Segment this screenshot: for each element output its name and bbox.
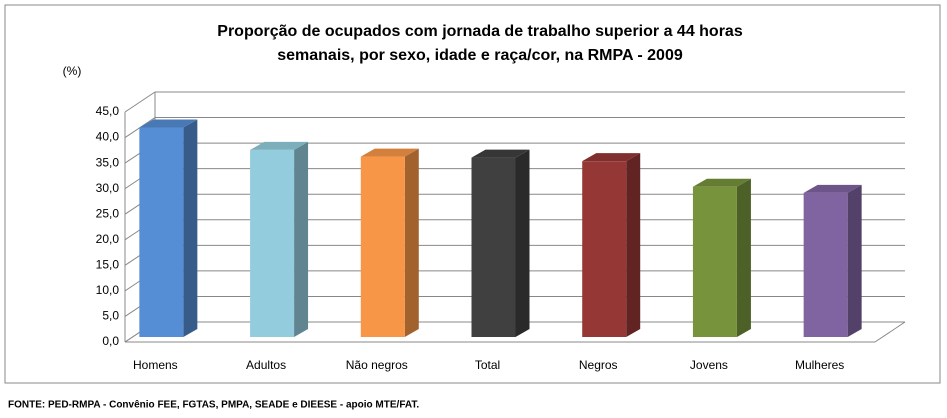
- source-note: FONTE: PED-RMPA - Convênio FEE, FGTAS, P…: [8, 400, 419, 411]
- bar-side: [294, 141, 309, 337]
- y-tick-label: 25,0: [96, 206, 120, 220]
- x-tick-label: Não negros: [346, 358, 408, 372]
- grid-line: [124, 91, 156, 113]
- y-tick-label: 20,0: [96, 232, 120, 246]
- bar: [582, 161, 627, 337]
- bar-top: [250, 141, 309, 150]
- bar-side: [626, 153, 641, 337]
- y-tick-label: 45,0: [96, 104, 120, 118]
- chart-title: Proporção de ocupados com jornada de tra…: [217, 23, 743, 40]
- bar-side: [736, 178, 751, 337]
- y-tick-label: 0,0: [102, 334, 119, 348]
- bar-side: [847, 184, 862, 337]
- bar: [250, 149, 295, 337]
- y-tick-label: 40,0: [96, 130, 120, 144]
- bar-side: [404, 148, 419, 337]
- bar-side: [183, 119, 198, 337]
- x-tick-label: Total: [475, 358, 500, 372]
- bar: [471, 157, 516, 337]
- bar-top: [139, 119, 198, 128]
- bar-top: [692, 178, 751, 187]
- axis-line: [874, 321, 906, 343]
- y-tick-label: 5,0: [102, 309, 119, 323]
- bar: [360, 156, 405, 337]
- y-tick-label: 10,0: [96, 283, 120, 297]
- x-tick-label: Adultos: [246, 358, 286, 372]
- x-tick-label: Homens: [133, 358, 178, 372]
- bar: [803, 192, 848, 337]
- bar-side: [515, 149, 530, 337]
- x-tick-label: Mulheres: [795, 358, 844, 372]
- bar-top: [803, 184, 862, 193]
- bar: [139, 127, 184, 337]
- y-tick-label: 35,0: [96, 155, 120, 169]
- x-tick-label: Jovens: [690, 358, 728, 372]
- bar-top: [471, 149, 530, 158]
- bar: [692, 186, 737, 337]
- y-tick-label: 30,0: [96, 181, 120, 195]
- x-tick-label: Negros: [579, 358, 618, 372]
- bar-top: [582, 153, 641, 162]
- y-axis-label: (%): [63, 64, 82, 78]
- bar-top: [360, 148, 419, 157]
- chart-title: semanais, por sexo, idade e raça/cor, na…: [277, 47, 683, 64]
- y-tick-label: 15,0: [96, 258, 120, 272]
